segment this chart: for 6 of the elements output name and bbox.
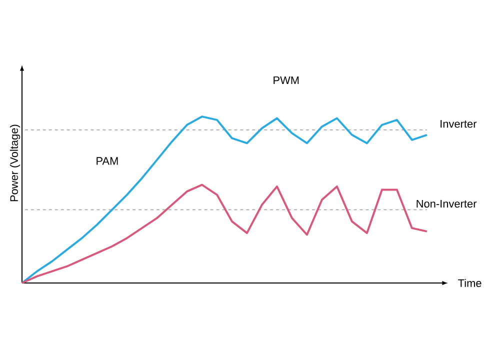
ref-line-label: Non-Inverter (416, 200, 477, 208)
text: PWM (274, 76, 299, 84)
y-axis-title: Power (Voltage) (10, 124, 20, 202)
ref-line-label: Inverter (440, 120, 477, 128)
x-axis-title: Time (458, 278, 482, 288)
annotation: PAM (96, 157, 118, 165)
